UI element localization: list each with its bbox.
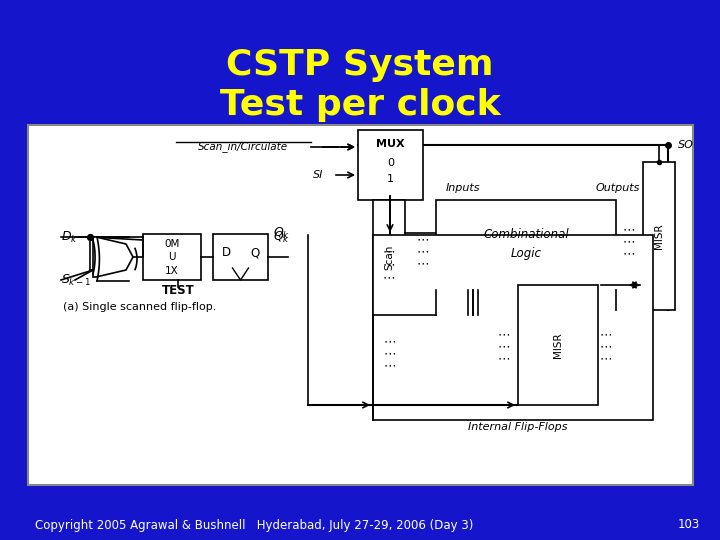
Text: ⋯: ⋯ — [383, 272, 395, 285]
Text: ⋯: ⋯ — [498, 353, 510, 366]
Text: Scan: Scan — [384, 245, 394, 270]
Text: Combinational: Combinational — [483, 228, 569, 241]
Text: $Q_k$: $Q_k$ — [273, 226, 290, 240]
Text: Internal Flip-Flops: Internal Flip-Flops — [468, 422, 568, 432]
Bar — [373, 235, 653, 420]
Text: ⋯: ⋯ — [498, 341, 510, 354]
Text: $D_k$: $D_k$ — [61, 230, 78, 245]
Text: ⋯: ⋯ — [384, 348, 396, 361]
Text: ⋯: ⋯ — [383, 259, 395, 272]
Text: 1: 1 — [387, 174, 394, 184]
Text: Outputs: Outputs — [596, 183, 640, 193]
Text: ⋯: ⋯ — [600, 341, 612, 354]
Text: SI: SI — [312, 170, 323, 180]
Bar — [143, 234, 201, 280]
Text: U: U — [168, 252, 176, 262]
Text: MUX: MUX — [376, 139, 405, 149]
Text: SO: SO — [678, 140, 694, 150]
Text: 103: 103 — [678, 518, 700, 531]
Text: Copyright 2005 Agrawal & Bushnell   Hyderabad, July 27-29, 2006 (Day 3): Copyright 2005 Agrawal & Bushnell Hydera… — [35, 518, 473, 531]
Bar — [373, 200, 405, 315]
Text: MISR: MISR — [553, 332, 563, 358]
Text: CSTP System: CSTP System — [226, 48, 494, 82]
Text: TEST: TEST — [161, 284, 194, 296]
Bar — [436, 200, 616, 290]
Text: 1X: 1X — [165, 266, 179, 276]
Text: ⋯: ⋯ — [600, 328, 612, 341]
Text: ⋯: ⋯ — [623, 247, 635, 260]
Bar — [28, 125, 693, 485]
Text: MISR: MISR — [654, 223, 664, 249]
Text: $Q_k$: $Q_k$ — [273, 230, 290, 245]
Text: D: D — [222, 246, 230, 260]
Text: ⋯: ⋯ — [623, 235, 635, 248]
Text: Scan_in/Circulate: Scan_in/Circulate — [198, 141, 288, 152]
Text: ⋯: ⋯ — [383, 246, 395, 259]
Text: ⋯: ⋯ — [417, 258, 429, 271]
Text: $S_{k-1}$: $S_{k-1}$ — [61, 273, 91, 287]
Text: Q: Q — [251, 246, 260, 260]
Text: ⋯: ⋯ — [384, 335, 396, 348]
Bar — [358, 130, 423, 200]
Polygon shape — [93, 237, 133, 277]
Text: Logic: Logic — [510, 246, 541, 260]
Text: ⋯: ⋯ — [384, 360, 396, 373]
Text: ⋯: ⋯ — [417, 233, 429, 246]
Text: ⋯: ⋯ — [600, 353, 612, 366]
Text: 0M: 0M — [164, 239, 180, 249]
Text: Test per clock: Test per clock — [220, 88, 500, 122]
Text: ⋯: ⋯ — [417, 246, 429, 259]
Bar — [643, 162, 675, 310]
Bar — [213, 234, 268, 280]
Text: ⋯: ⋯ — [498, 328, 510, 341]
Text: (a) Single scanned flip-flop.: (a) Single scanned flip-flop. — [63, 302, 217, 312]
Bar — [518, 285, 598, 405]
Text: Inputs: Inputs — [446, 183, 480, 193]
Text: 0: 0 — [387, 158, 394, 168]
Text: ⋯: ⋯ — [623, 224, 635, 237]
